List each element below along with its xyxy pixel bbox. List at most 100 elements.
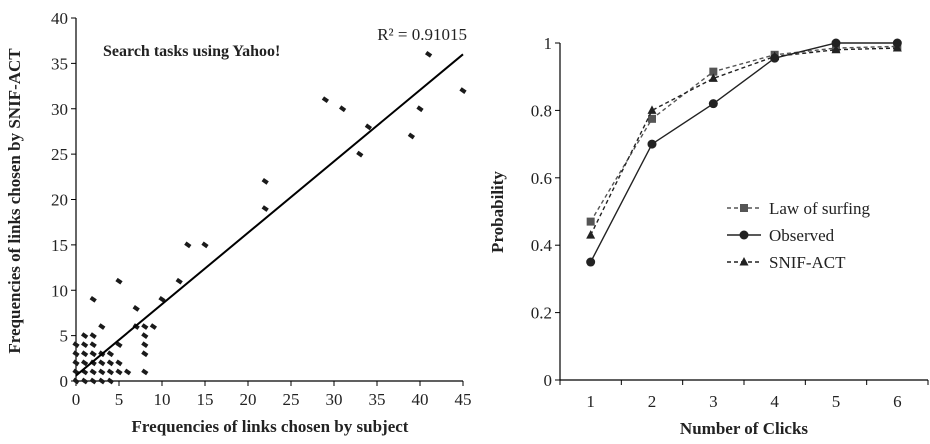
r-squared-label: R² = 0.91015 bbox=[377, 25, 467, 44]
line-x-tick-label: 3 bbox=[709, 392, 718, 411]
scatter-point bbox=[364, 123, 373, 131]
scatter-point bbox=[356, 150, 364, 158]
series-point bbox=[586, 217, 595, 226]
line-y-tick-label: 0.8 bbox=[531, 101, 552, 120]
legend: Law of surfing Observed SNIF-ACT bbox=[727, 199, 871, 272]
scatter-point bbox=[98, 377, 106, 385]
scatter-y-tick-label: 10 bbox=[51, 281, 68, 300]
scatter-x-tick-label: 45 bbox=[455, 390, 472, 409]
scatter-point bbox=[123, 368, 132, 376]
scatter-y-tick-label: 25 bbox=[51, 145, 68, 164]
series-line bbox=[590, 45, 898, 222]
scatter-y-axis-title: Frequencies of links chosen by SNIF-ACT bbox=[5, 48, 24, 354]
scatter-point bbox=[98, 368, 106, 376]
scatter-point bbox=[80, 377, 89, 385]
scatter-x-tick-label: 35 bbox=[369, 390, 386, 409]
series-line bbox=[590, 47, 898, 236]
legend-label: SNIF-ACT bbox=[769, 253, 846, 272]
scatter-x-tick-label: 15 bbox=[197, 390, 214, 409]
scatter-point bbox=[201, 241, 209, 249]
line-x-axis-title: Number of Clicks bbox=[680, 419, 809, 438]
scatter-x-tick-label: 30 bbox=[326, 390, 343, 409]
series-observed bbox=[586, 38, 902, 267]
scatter-point bbox=[106, 359, 115, 367]
scatter-point bbox=[321, 96, 330, 104]
scatter-y-ticks: 0 5 10 15 20 25 30 35 40 bbox=[51, 9, 76, 391]
scatter-point bbox=[141, 332, 149, 339]
scatter-point bbox=[89, 332, 97, 339]
scatter-x-tick-label: 40 bbox=[412, 390, 429, 409]
scatter-y-tick-label: 30 bbox=[51, 100, 68, 119]
scatter-point bbox=[80, 332, 89, 339]
series-point bbox=[708, 99, 718, 109]
scatter-point bbox=[106, 368, 115, 376]
line-x-tick-label: 5 bbox=[832, 392, 841, 411]
series-point bbox=[831, 44, 841, 54]
scatter-point bbox=[141, 341, 149, 349]
scatter-point bbox=[407, 132, 416, 140]
line-x-tick-label: 1 bbox=[586, 392, 595, 411]
scatter-point bbox=[149, 323, 158, 330]
scatter-point bbox=[89, 359, 97, 367]
scatter-x-tick-label: 10 bbox=[154, 390, 171, 409]
series-point bbox=[586, 230, 596, 239]
scatter-point bbox=[106, 377, 115, 385]
scatter-point bbox=[141, 323, 149, 330]
scatter-point bbox=[141, 350, 149, 358]
line-x-tick-label: 6 bbox=[893, 392, 902, 411]
scatter-point bbox=[89, 377, 97, 385]
line-x-tick-label: 4 bbox=[770, 392, 779, 411]
scatter-point bbox=[98, 359, 106, 367]
series-point bbox=[892, 43, 902, 52]
scatter-point bbox=[459, 87, 467, 94]
scatter-point bbox=[424, 50, 433, 58]
series-point bbox=[647, 139, 657, 149]
line-x-tick-label: 2 bbox=[648, 392, 657, 411]
scatter-point bbox=[72, 350, 80, 358]
scatter-point bbox=[115, 359, 123, 367]
legend-label: Law of surfing bbox=[769, 199, 871, 218]
series-point bbox=[709, 67, 718, 76]
scatter-point bbox=[89, 295, 97, 303]
scatter-point bbox=[89, 368, 97, 376]
series-point bbox=[770, 51, 780, 60]
scatter-point bbox=[261, 177, 269, 185]
line-y-axis-title: Probability bbox=[488, 171, 507, 253]
scatter-x-tick-label: 20 bbox=[240, 390, 257, 409]
scatter-point bbox=[141, 368, 149, 376]
scatter-point bbox=[89, 341, 97, 349]
scatter-y-tick-label: 20 bbox=[51, 191, 68, 210]
series-line bbox=[590, 42, 898, 263]
scatter-x-tick-label: 25 bbox=[283, 390, 300, 409]
legend-swatch-marker bbox=[739, 230, 749, 240]
scatter-x-ticks: 0 5 10 15 20 25 30 35 40 45 bbox=[72, 381, 472, 409]
scatter-y-tick-label: 0 bbox=[60, 372, 69, 391]
scatter-x-tick-label: 5 bbox=[115, 390, 124, 409]
legend-swatch-marker bbox=[739, 257, 749, 266]
legend-swatch-marker bbox=[740, 204, 748, 212]
scatter-point bbox=[132, 305, 140, 312]
scatter-y-tick-label: 15 bbox=[51, 236, 68, 255]
scatter-point bbox=[416, 105, 424, 113]
scatter-point bbox=[72, 377, 80, 385]
scatter-point bbox=[89, 350, 97, 358]
scatter-point bbox=[115, 277, 123, 285]
line-y-tick-label: 0.4 bbox=[531, 236, 553, 255]
line-y-tick-label: 0 bbox=[544, 371, 553, 390]
scatter-point bbox=[80, 359, 89, 367]
line-y-ticks: 0 0.2 0.4 0.6 0.8 1 bbox=[531, 34, 560, 390]
scatter-point bbox=[175, 277, 183, 285]
scatter-point bbox=[184, 241, 192, 249]
line-y-tick-label: 1 bbox=[544, 34, 553, 53]
scatter-y-tick-label: 35 bbox=[51, 54, 68, 73]
scatter-point bbox=[261, 205, 269, 212]
scatter-x-tick-label: 0 bbox=[72, 390, 81, 409]
series-point bbox=[708, 73, 718, 82]
scatter-point bbox=[115, 368, 123, 376]
scatter-point bbox=[72, 341, 80, 349]
scatter-point bbox=[72, 359, 80, 367]
series-point bbox=[647, 105, 657, 114]
line-x-ticks: 1 2 3 4 5 6 bbox=[559, 380, 929, 411]
scatter-point bbox=[338, 105, 347, 113]
